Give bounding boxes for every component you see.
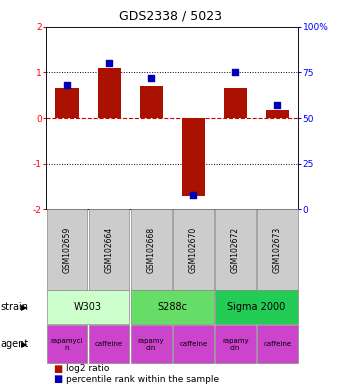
Text: ▶: ▶ xyxy=(21,303,28,312)
Point xyxy=(275,102,280,108)
Text: GSM102672: GSM102672 xyxy=(231,227,240,273)
Text: ■: ■ xyxy=(53,364,62,374)
Text: caffeine: caffeine xyxy=(95,341,123,347)
Text: S288c: S288c xyxy=(157,302,187,312)
Bar xyxy=(224,88,247,118)
Text: GSM102673: GSM102673 xyxy=(273,227,282,273)
Bar xyxy=(182,118,205,195)
Text: GSM102670: GSM102670 xyxy=(189,227,198,273)
Text: ▶: ▶ xyxy=(21,339,28,349)
Point xyxy=(64,82,70,88)
Text: rapamy
cin: rapamy cin xyxy=(138,338,164,351)
Bar xyxy=(139,86,163,118)
Text: GSM102659: GSM102659 xyxy=(62,227,72,273)
Point xyxy=(148,75,154,81)
Text: GDS2338 / 5023: GDS2338 / 5023 xyxy=(119,10,222,23)
Text: W303: W303 xyxy=(74,302,102,312)
Text: rapamyci
n: rapamyci n xyxy=(51,338,83,351)
Point xyxy=(191,192,196,198)
Bar xyxy=(266,110,289,118)
Bar xyxy=(56,88,79,118)
Point xyxy=(106,60,112,66)
Text: caffeine: caffeine xyxy=(179,341,207,347)
Text: Sigma 2000: Sigma 2000 xyxy=(227,302,285,312)
Text: log2 ratio: log2 ratio xyxy=(66,364,109,373)
Text: rapamy
cin: rapamy cin xyxy=(222,338,249,351)
Text: GSM102664: GSM102664 xyxy=(105,227,114,273)
Text: strain: strain xyxy=(1,302,29,312)
Point xyxy=(233,70,238,76)
Text: GSM102668: GSM102668 xyxy=(147,227,156,273)
Bar xyxy=(98,68,121,118)
Text: ■: ■ xyxy=(53,374,62,384)
Text: agent: agent xyxy=(1,339,29,349)
Text: caffeine: caffeine xyxy=(263,341,292,347)
Text: percentile rank within the sample: percentile rank within the sample xyxy=(66,375,219,384)
